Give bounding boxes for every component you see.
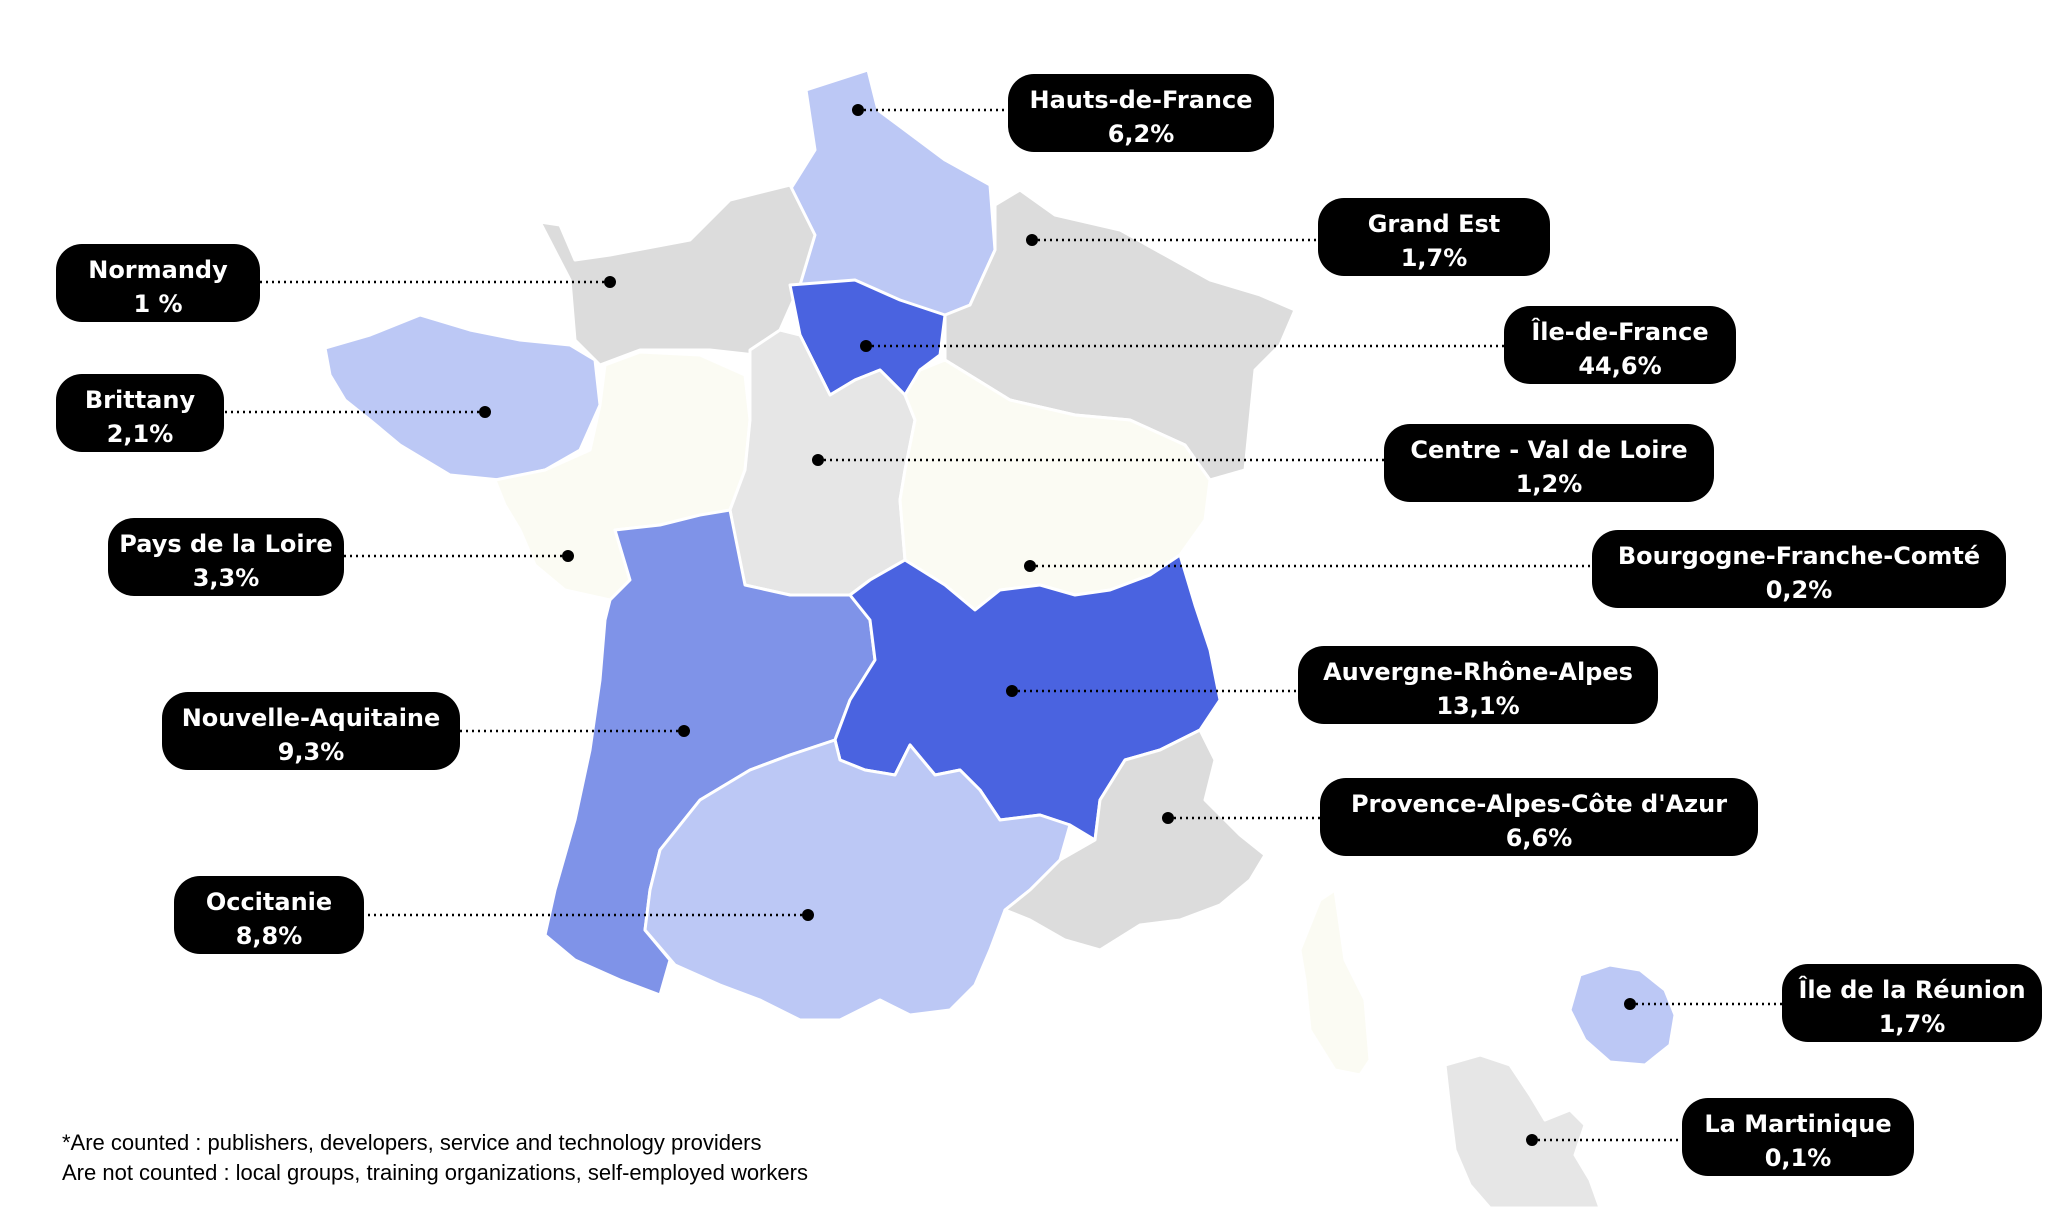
- label-name: Nouvelle-Aquitaine: [181, 704, 441, 732]
- label-centre-val-de-loire: Centre - Val de Loire 1,2%: [1384, 424, 1714, 502]
- label-pays-de-la-loire: Pays de la Loire 3,3%: [108, 518, 344, 596]
- marker-normandy: [604, 276, 616, 288]
- footnote: *Are counted : publishers, developers, s…: [62, 1128, 808, 1188]
- label-name: Auvergne-Rhône-Alpes: [1323, 658, 1633, 686]
- label-name: Provence-Alpes-Côte d'Azur: [1350, 790, 1728, 818]
- label-name: Île-de-France: [1531, 318, 1709, 346]
- marker-grand-est: [1026, 234, 1038, 246]
- marker-pays-de-la-loire: [562, 550, 574, 562]
- label-auvergne-rhone-alpes: Auvergne-Rhône-Alpes 13,1%: [1298, 646, 1658, 724]
- marker-bourgogne-franche-comte: [1024, 560, 1036, 572]
- label-brittany: Brittany 2,1%: [56, 374, 224, 452]
- label-value: 2,1%: [106, 420, 174, 448]
- label-occitanie: Occitanie 8,8%: [174, 876, 364, 954]
- marker-centre-val-de-loire: [812, 454, 824, 466]
- label-value: 9,3%: [277, 738, 345, 766]
- marker-nouvelle-aquitaine: [678, 725, 690, 737]
- label-value: 0,1%: [1764, 1144, 1832, 1172]
- marker-provence-alpes-cote-dazur: [1162, 812, 1174, 824]
- label-value: 8,8%: [235, 922, 303, 950]
- label-name: Bourgogne-Franche-Comté: [1617, 542, 1981, 570]
- label-name: Grand Est: [1367, 210, 1501, 238]
- label-ile-de-la-reunion: Île de la Réunion 1,7%: [1782, 964, 2042, 1042]
- label-name: Île de la Réunion: [1798, 976, 2026, 1004]
- label-value: 1 %: [133, 290, 183, 318]
- marker-la-martinique: [1526, 1134, 1538, 1146]
- region-corsica: [1298, 888, 1372, 1077]
- label-name: La Martinique: [1704, 1110, 1892, 1138]
- label-name: Brittany: [84, 386, 196, 414]
- label-value: 1,7%: [1878, 1010, 1946, 1038]
- region-provence-alpes-cote-dazur[interactable]: [1003, 728, 1267, 952]
- label-hauts-de-france: Hauts-de-France 6,2%: [1008, 74, 1274, 152]
- label-provence-alpes-cote-dazur: Provence-Alpes-Côte d'Azur 6,6%: [1320, 778, 1758, 856]
- region-brittany[interactable]: [323, 313, 602, 482]
- marker-hauts-de-france: [852, 104, 864, 116]
- label-la-martinique: La Martinique 0,1%: [1682, 1098, 1914, 1176]
- region-ile-de-la-reunion[interactable]: [1568, 963, 1677, 1067]
- region-la-martinique[interactable]: [1443, 1053, 1602, 1208]
- label-name: Normandy: [88, 256, 228, 284]
- marker-auvergne-rhone-alpes: [1006, 685, 1018, 697]
- label-ile-de-france: Île-de-France 44,6%: [1504, 306, 1736, 384]
- label-value: 0,2%: [1765, 576, 1833, 604]
- label-bourgogne-franche-comte: Bourgogne-Franche-Comté 0,2%: [1592, 530, 2006, 608]
- label-name: Occitanie: [205, 888, 333, 916]
- label-value: 13,1%: [1436, 692, 1520, 720]
- label-grand-est: Grand Est 1,7%: [1318, 198, 1550, 276]
- region-grand-est[interactable]: [943, 188, 1297, 482]
- label-name: Hauts-de-France: [1029, 86, 1253, 114]
- marker-occitanie: [802, 909, 814, 921]
- label-value: 1,2%: [1515, 470, 1583, 498]
- label-value: 1,7%: [1400, 244, 1468, 272]
- label-nouvelle-aquitaine: Nouvelle-Aquitaine 9,3%: [162, 692, 460, 770]
- marker-brittany: [479, 406, 491, 418]
- label-normandy: Normandy 1 %: [56, 244, 260, 322]
- label-value: 3,3%: [192, 564, 260, 592]
- footnote-counted: *Are counted : publishers, developers, s…: [62, 1130, 762, 1155]
- label-value: 6,2%: [1107, 120, 1175, 148]
- marker-ile-de-la-reunion: [1624, 998, 1636, 1010]
- marker-ile-de-france: [860, 340, 872, 352]
- label-name: Pays de la Loire: [119, 530, 333, 558]
- label-value: 6,6%: [1505, 824, 1573, 852]
- footnote-not-counted: Are not counted : local groups, training…: [62, 1160, 808, 1185]
- label-name: Centre - Val de Loire: [1410, 436, 1688, 464]
- label-value: 44,6%: [1578, 352, 1662, 380]
